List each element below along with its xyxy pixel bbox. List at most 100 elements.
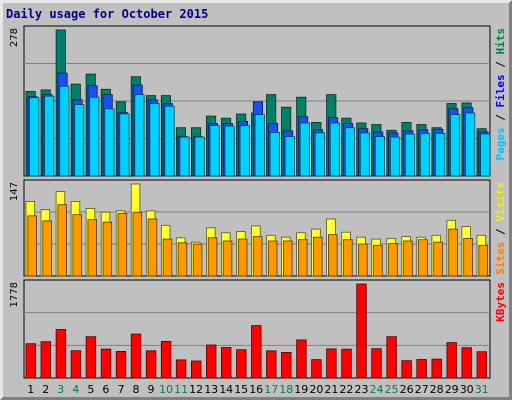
bar-kbytes-day-17 bbox=[266, 350, 277, 379]
bar-pages-day-17 bbox=[269, 131, 280, 177]
bar-kbytes-day-28 bbox=[431, 358, 442, 379]
y-max-label: 1778 bbox=[9, 282, 20, 307]
x-tick-label-1: 1 bbox=[27, 383, 34, 396]
bar-sites-day-8 bbox=[132, 211, 143, 277]
legend-item: / bbox=[494, 55, 507, 75]
bar-pages-day-6 bbox=[104, 108, 115, 177]
bar-kbytes-day-30 bbox=[461, 347, 472, 379]
bar-kbytes-day-12 bbox=[190, 360, 202, 379]
bar-kbytes-day-2 bbox=[40, 341, 52, 379]
bar-pages-day-25 bbox=[389, 136, 401, 177]
bar-kbytes-day-19 bbox=[296, 339, 307, 379]
bar-kbytes-day-3 bbox=[55, 329, 67, 379]
panel-legend-label: Sites / Visits bbox=[494, 182, 507, 275]
bar-kbytes-day-1 bbox=[25, 343, 37, 379]
bar-pages-day-12 bbox=[194, 136, 205, 177]
bar-kbytes-day-9 bbox=[145, 350, 157, 379]
bar-sites-day-25 bbox=[388, 243, 398, 277]
bar-pages-day-22 bbox=[344, 127, 355, 177]
bar-sites-day-14 bbox=[222, 240, 233, 277]
x-tick-label-27: 27 bbox=[415, 383, 429, 396]
panel-legend-label: Pages / Files / Hits bbox=[494, 28, 507, 161]
bar-kbytes-day-18 bbox=[281, 351, 292, 379]
bar-kbytes-day-11 bbox=[175, 359, 187, 379]
bar-sites-day-21 bbox=[327, 234, 338, 277]
bar-kbytes-day-24 bbox=[371, 348, 382, 379]
x-tick-label-29: 29 bbox=[445, 383, 459, 396]
bar-kbytes-day-13 bbox=[205, 344, 217, 379]
bar-sites-day-4 bbox=[72, 214, 83, 277]
bar-pages-day-30 bbox=[465, 112, 476, 177]
bar-sites-day-31 bbox=[478, 244, 488, 277]
bar-pages-day-11 bbox=[179, 136, 190, 177]
bar-pages-day-4 bbox=[74, 104, 85, 177]
bar-sites-day-24 bbox=[373, 244, 383, 277]
panel-visits-sites: 147 Sites / Visits bbox=[9, 179, 507, 277]
bar-pages-day-31 bbox=[480, 133, 491, 177]
bar-kbytes-day-31 bbox=[476, 351, 488, 379]
bar-sites-day-6 bbox=[102, 221, 113, 277]
x-tick-label-19: 19 bbox=[294, 383, 308, 396]
x-tick-label-10: 10 bbox=[159, 383, 173, 396]
bar-sites-day-27 bbox=[418, 239, 428, 277]
y-max-label: 278 bbox=[9, 28, 20, 47]
bar-kbytes-day-14 bbox=[220, 347, 232, 379]
x-tick-label-22: 22 bbox=[339, 383, 353, 396]
bar-sites-day-17 bbox=[267, 240, 278, 277]
bar-kbytes-day-16 bbox=[251, 325, 262, 379]
chart-title: Daily usage for October 2015 bbox=[6, 7, 208, 21]
bar-sites-day-29 bbox=[448, 228, 458, 277]
bar-sites-day-1 bbox=[27, 215, 37, 277]
bar-pages-day-1 bbox=[29, 97, 40, 177]
bar-kbytes-day-20 bbox=[311, 359, 322, 379]
bar-kbytes-day-6 bbox=[100, 348, 112, 379]
bar-pages-day-10 bbox=[164, 105, 175, 177]
bar-sites-day-13 bbox=[207, 237, 218, 277]
bar-pages-day-19 bbox=[299, 122, 310, 177]
x-tick-label-11: 11 bbox=[174, 383, 188, 396]
bar-pages-day-7 bbox=[119, 113, 130, 177]
x-tick-label-8: 8 bbox=[133, 383, 140, 396]
x-tick-label-24: 24 bbox=[370, 383, 384, 396]
bar-kbytes-day-8 bbox=[130, 333, 142, 379]
bar-pages-day-20 bbox=[314, 132, 325, 177]
bar-kbytes-day-7 bbox=[115, 350, 127, 379]
x-tick-label-15: 15 bbox=[234, 383, 248, 396]
x-tick-label-4: 4 bbox=[72, 383, 79, 396]
bar-kbytes-day-23 bbox=[356, 283, 367, 379]
x-tick-label-31: 31 bbox=[475, 383, 489, 396]
x-tick-label-20: 20 bbox=[309, 383, 323, 396]
bar-pages-day-8 bbox=[134, 94, 145, 177]
legend-item: Sites bbox=[494, 242, 507, 275]
x-tick-label-23: 23 bbox=[355, 383, 369, 396]
bar-sites-day-11 bbox=[177, 242, 188, 277]
x-tick-label-28: 28 bbox=[430, 383, 444, 396]
bar-kbytes-day-21 bbox=[326, 348, 337, 379]
x-tick-label-14: 14 bbox=[219, 383, 233, 396]
x-tick-label-12: 12 bbox=[189, 383, 203, 396]
x-tick-label-21: 21 bbox=[324, 383, 338, 396]
bar-sites-day-26 bbox=[403, 240, 413, 277]
bar-pages-day-27 bbox=[419, 133, 431, 177]
bar-pages-day-18 bbox=[284, 136, 295, 177]
bar-sites-day-9 bbox=[147, 218, 158, 277]
y-max-label: 147 bbox=[9, 182, 20, 201]
bar-sites-day-18 bbox=[282, 240, 293, 277]
x-tick-label-26: 26 bbox=[400, 383, 414, 396]
x-tick-label-2: 2 bbox=[42, 383, 49, 396]
bar-pages-day-5 bbox=[89, 96, 100, 177]
x-tick-label-9: 9 bbox=[148, 383, 155, 396]
x-tick-label-30: 30 bbox=[460, 383, 474, 396]
x-tick-label-5: 5 bbox=[87, 383, 94, 396]
bar-pages-day-23 bbox=[359, 132, 370, 177]
bar-pages-day-29 bbox=[450, 114, 461, 177]
panel-legend-label: KBytes bbox=[494, 282, 507, 322]
bar-sites-day-28 bbox=[433, 241, 443, 277]
x-tick-label-16: 16 bbox=[249, 383, 263, 396]
x-tick-label-25: 25 bbox=[385, 383, 399, 396]
x-tick-label-13: 13 bbox=[204, 383, 218, 396]
bar-pages-day-24 bbox=[374, 136, 385, 177]
bar-kbytes-day-15 bbox=[236, 349, 247, 379]
x-tick-label-3: 3 bbox=[57, 383, 64, 396]
